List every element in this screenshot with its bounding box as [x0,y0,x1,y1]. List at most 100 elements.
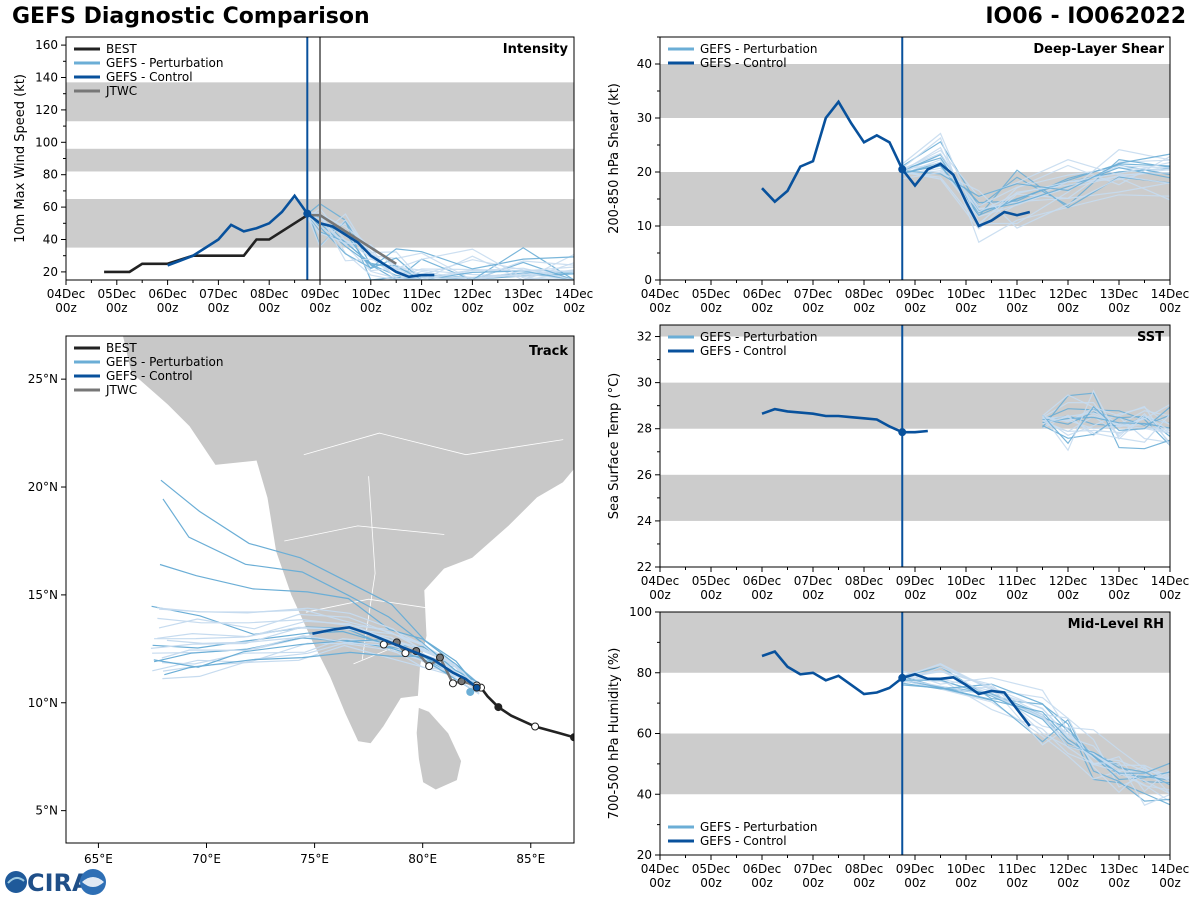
y-tick-label: 160 [35,38,58,52]
perturbation-line [902,678,1170,795]
x-tick-label: 00z [904,876,926,890]
x-tick-label: 00z [360,301,382,315]
plot-area [660,37,1170,280]
x-tick-label: 11Dec [998,574,1037,588]
perturbation-line [901,132,1170,225]
y-tick-label: 20 [43,265,58,279]
panel-title: Mid-Level RH [1068,617,1164,632]
track-point [570,733,574,742]
perturbation-line [902,684,1170,774]
x-tick-label: 06Dec [148,287,187,301]
x-tick-label: 10Dec [947,574,986,588]
x-tick-label: 00z [1108,876,1130,890]
x-tick-label: 65°E [84,852,113,866]
x-tick-label: 12Dec [1049,862,1088,876]
x-tick-label: 09Dec [896,862,935,876]
y-axis-label: Sea Surface Temp (°C) [607,373,622,520]
perturbation-line [1042,413,1170,443]
legend-label: BEST [106,42,137,56]
legend-label: GEFS - Perturbation [106,355,223,369]
x-tick-label: 00z [563,301,585,315]
panel-title: SST [1137,330,1164,345]
x-tick-label: 00z [1006,588,1028,602]
x-tick-label: 00z [802,588,824,602]
perturbation-line [902,153,1170,212]
page-title: GEFS Diagnostic Comparison [12,4,370,29]
x-tick-label: 00z [955,876,977,890]
y-tick-label: 80 [43,168,58,182]
plot-area [660,325,1170,567]
state-border [305,598,428,613]
perturbation-line [306,208,574,280]
y-tick-label: 28 [637,422,652,436]
plot-frame [659,324,1171,568]
y-tick-label: 40 [637,787,652,801]
legend-label: GEFS - Control [106,369,193,383]
x-tick-label: 00z [208,301,230,315]
panel-title: Deep-Layer Shear [1033,42,1164,57]
panel-track: 65°E 70°E 75°E 80°E 85°E 5°N 10°N 15°N 20°N 25°N T… [28,335,575,866]
x-tick-label: 07Dec [794,574,833,588]
x-tick-label: 00z [309,301,331,315]
x-tick-label: 00z [751,588,773,602]
track-point [494,703,503,712]
panel-sst: 22242628303204Dec00z05Dec00z06Dec00z07De… [607,324,1190,602]
legend-label: GEFS - Perturbation [106,56,223,70]
init-marker [898,165,907,174]
x-tick-label: 08Dec [845,574,884,588]
x-tick-label: 11Dec [402,287,441,301]
x-tick-label: 00z [700,876,722,890]
series-line-jtwc [307,213,397,265]
perturbation-line [902,670,1170,806]
x-tick-label: 00z [1006,301,1028,315]
legend-label: GEFS - Control [700,56,787,70]
shaded-band [660,474,1170,521]
perturbation-track [157,620,480,693]
x-tick-label: 00z [258,301,280,315]
y-tick-label: 40 [637,57,652,71]
perturbation-line [306,214,574,278]
y-tick-label: 20°N [28,480,58,494]
perturbation-line [902,679,1170,803]
perturbation-track [150,627,480,687]
x-tick-label: 04Dec [641,574,680,588]
perturbation-track [159,563,480,685]
y-tick-label: 32 [637,330,652,344]
y-tick-label: 30 [637,376,652,390]
x-tick-label: 00z [411,301,433,315]
perturbation-line [902,152,1170,213]
x-tick-label: 14Dec [555,287,594,301]
y-tick-label: 40 [43,233,58,247]
map-area [66,336,574,843]
perturbation-line [1042,389,1170,452]
x-tick-label: 05Dec [98,287,137,301]
y-tick-label: 100 [629,605,652,619]
x-tick-label: 00z [751,876,773,890]
perturbation-line [1042,414,1170,439]
x-tick-label: 14Dec [1151,574,1190,588]
y-tick-label: 10°N [28,696,58,710]
perturbation-line [902,666,1170,794]
x-tick-label: 00z [853,301,875,315]
y-tick-label: 20 [637,165,652,179]
y-tick-label: 26 [637,468,652,482]
x-tick-label: 00z [1159,876,1181,890]
x-tick-label: 09Dec [896,574,935,588]
x-tick-label: 00z [1108,301,1130,315]
x-tick-label: 10Dec [947,287,986,301]
cira-logo: CIRA [5,869,106,897]
legend-label: GEFS - Control [700,344,787,358]
y-axis-label: 10m Max Wind Speed (kt) [13,74,28,243]
perturbation-start-marker [466,687,475,696]
y-tick-label: 25°N [28,372,58,386]
x-tick-label: 00z [1057,588,1079,602]
perturbation-line [902,149,1170,198]
storm-id: IO06 - IO062022 [985,4,1186,29]
y-tick-label: 22 [637,560,652,574]
perturbation-line [902,157,1170,218]
y-axis-label: 700-500 hPa Humidity (%) [607,648,622,820]
map-frame [65,335,575,844]
x-tick-label: 00z [853,588,875,602]
y-tick-label: 24 [637,514,652,528]
x-tick-label: 11Dec [998,287,1037,301]
